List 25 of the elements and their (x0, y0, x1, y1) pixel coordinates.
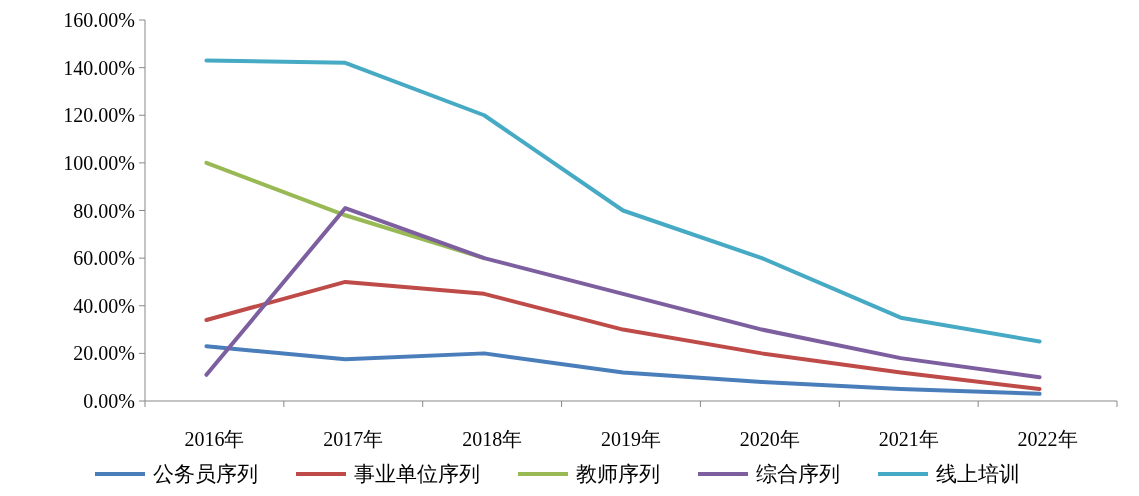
legend-label: 综合序列 (756, 462, 840, 486)
line-series (204, 206, 1042, 380)
y-tick-label: 160.00% (63, 9, 135, 31)
x-tick-label: 2021年 (878, 428, 939, 450)
legend-label: 教师序列 (576, 462, 660, 486)
x-tick-label: 2020年 (739, 428, 800, 450)
y-tick-label: 120.00% (63, 104, 135, 127)
y-tick-label: 80.00% (73, 199, 135, 222)
line-series (204, 58, 1042, 344)
y-tick-label: 0.00% (83, 390, 135, 412)
y-tick-label: 140.00% (63, 56, 135, 79)
legend-label: 线上培训 (936, 462, 1020, 486)
legend-label: 事业单位序列 (354, 462, 480, 486)
legend-label: 公务员序列 (153, 462, 258, 486)
x-tick-label: 2022年 (1017, 428, 1078, 450)
y-tick-label: 40.00% (73, 294, 135, 317)
line-series (204, 279, 1042, 392)
x-tick-label: 2019年 (601, 428, 661, 450)
y-tick-label: 100.00% (63, 151, 135, 174)
x-tick-label: 2017年 (323, 428, 384, 450)
x-tick-label: 2016年 (184, 428, 245, 450)
y-tick-label: 20.00% (73, 342, 135, 365)
x-tick-label: 2018年 (462, 428, 523, 450)
y-tick-label: 60.00% (73, 247, 135, 270)
line-series (204, 344, 1042, 396)
